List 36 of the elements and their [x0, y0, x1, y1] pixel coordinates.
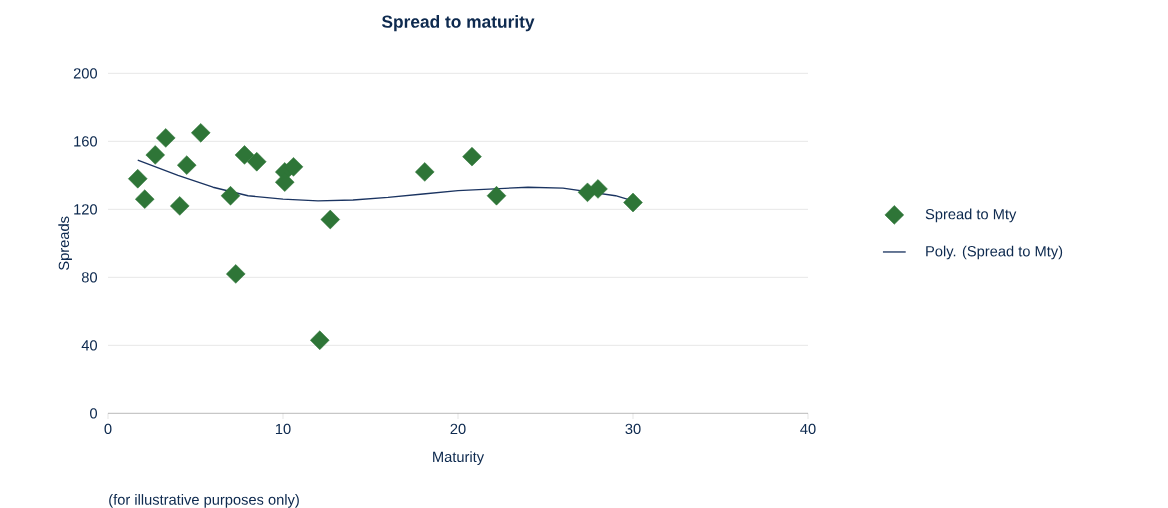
y-tick-label: 0: [90, 408, 98, 419]
point: [462, 146, 482, 167]
point: [128, 169, 148, 189]
point: [220, 186, 241, 206]
y-tick-label: 160: [74, 136, 98, 147]
legend-label: Poly. (Spread to Mty): [926, 245, 1063, 260]
point: [177, 155, 197, 175]
x-tick-label: 40: [800, 423, 816, 435]
x-tick-label: 30: [625, 423, 641, 435]
x-tick-label: 10: [275, 423, 291, 435]
legend-label: Spread to Mty: [925, 208, 1017, 223]
point: [191, 123, 211, 143]
x-tick-label: 20: [450, 423, 466, 435]
x-tick-label: 0: [104, 423, 112, 435]
point: [310, 330, 330, 350]
point: [135, 189, 155, 209]
point: [283, 157, 304, 177]
point: [320, 209, 340, 230]
point: [156, 128, 176, 148]
chart-title: Spread to maturity: [381, 15, 535, 32]
x-axis-title: Maturity: [433, 451, 485, 465]
point: [145, 145, 165, 165]
point: [234, 145, 255, 165]
point: [415, 162, 435, 182]
y-tick-label: 40: [81, 340, 98, 351]
point: [170, 196, 190, 216]
point: [623, 192, 643, 213]
y-tick-label: 80: [81, 272, 98, 283]
point: [486, 186, 507, 206]
point: [247, 152, 267, 172]
point: [226, 264, 246, 284]
y-axis-title: Spreads: [58, 216, 72, 270]
y-tick-label: 120: [74, 204, 98, 215]
point: [588, 179, 608, 199]
y-tick-label: 200: [73, 68, 98, 79]
text: (for illustrative purposes only): [109, 494, 299, 508]
